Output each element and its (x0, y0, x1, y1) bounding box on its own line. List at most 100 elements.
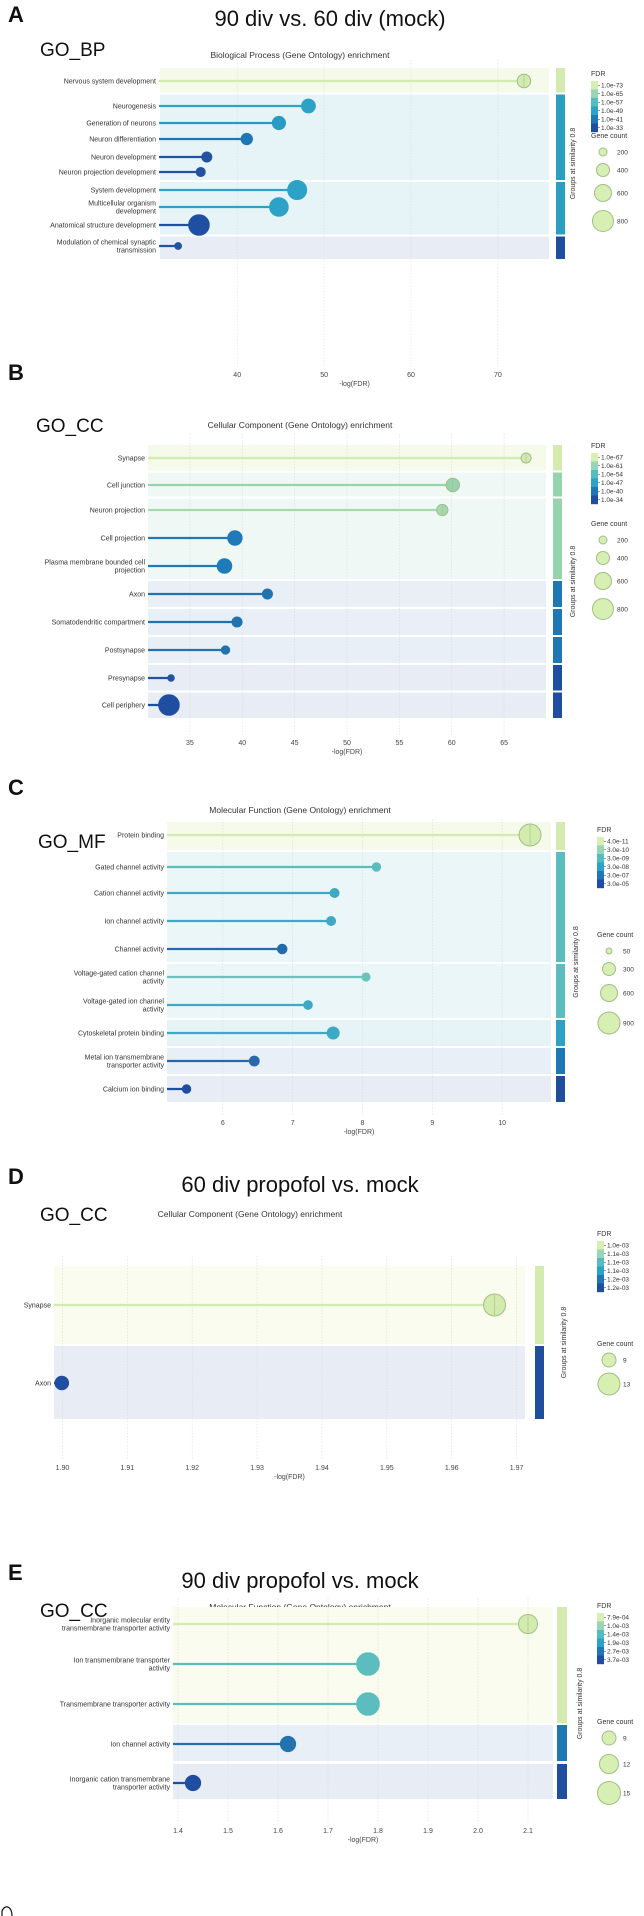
panel-letter: E (8, 1560, 23, 1585)
ontology-label: GO_CC (40, 1601, 108, 1622)
fdr-legend-swatch (597, 871, 604, 880)
group-bar (557, 1725, 567, 1761)
category-label: Channel activity (115, 947, 165, 954)
category-label: Gated channel activity (95, 865, 164, 872)
size-legend-label: 200 (617, 537, 628, 544)
size-legend-circle (594, 184, 612, 202)
panel-letter: C (8, 775, 24, 800)
category-label: projection (115, 568, 145, 575)
group-bar (556, 1048, 565, 1074)
x-tick-label: 1.94 (315, 1465, 329, 1472)
fdr-legend-swatch (597, 1655, 604, 1665)
fdr-legend-label: 1.0e-34 (601, 497, 623, 504)
fdr-legend-swatch (591, 98, 598, 107)
group-axis-title: Groups at similarity 0.8 (573, 926, 580, 998)
fdr-legend-label: 7.9e-04 (607, 1615, 629, 1622)
size-legend-label: 800 (617, 218, 628, 225)
lollipop-dot (174, 242, 182, 250)
lollipop-dot (201, 151, 213, 163)
fdr-legend-label: 2.7e-03 (607, 1649, 629, 1656)
group-axis-title: Groups at similarity 0.8 (570, 546, 577, 618)
fdr-legend-title: FDR (591, 71, 605, 78)
group-bar (553, 581, 562, 607)
group-bar (556, 1076, 565, 1102)
size-legend-title: Gene count (597, 1719, 633, 1726)
category-label: transmembrane transporter activity (62, 1626, 171, 1633)
fdr-legend-swatch (597, 1249, 604, 1259)
x-axis-title: -log(FDR) (348, 1837, 379, 1844)
fdr-legend-label: 1.0e-49 (601, 108, 623, 115)
category-label: Cell projection (101, 536, 145, 543)
category-label: Cation channel activity (94, 891, 165, 898)
lollipop-dot (231, 616, 243, 628)
fdr-legend-label: 1.2e-03 (607, 1285, 629, 1292)
lollipop-dot (271, 115, 287, 131)
fdr-legend-label: 1.0e-03 (607, 1623, 629, 1630)
fdr-legend-swatch (597, 1241, 604, 1250)
category-label: development (116, 209, 156, 216)
lollipop-dot (54, 1375, 70, 1391)
group-axis-title: Groups at similarity 0.8 (561, 1307, 568, 1379)
x-tick-label: 40 (233, 372, 241, 379)
panel-e: E90 div propofol vs. mockGO_CCMolecular … (8, 1560, 633, 1844)
x-tick-label: 40 (238, 740, 246, 747)
size-legend-label: 800 (617, 606, 628, 613)
x-tick-label: 1.96 (445, 1465, 459, 1472)
fdr-legend-label: 1.0e-57 (601, 100, 623, 107)
lollipop-dot (326, 1026, 340, 1040)
group-axis-title: Groups at similarity 0.8 (570, 128, 577, 200)
group-bar (557, 1764, 567, 1799)
fdr-legend-label: 3.0e-07 (607, 873, 629, 880)
size-legend-title: Gene count (591, 133, 627, 140)
lollipop-dot (188, 214, 210, 236)
fdr-legend-swatch (591, 89, 598, 99)
fdr-legend-swatch (597, 837, 604, 846)
fdr-legend-swatch (597, 1630, 604, 1639)
fdr-legend-swatch (597, 1638, 604, 1648)
fdr-legend-swatch (597, 879, 604, 889)
group-bar (553, 692, 562, 718)
category-label: Neurogenesis (113, 104, 157, 111)
fdr-legend-title: FDR (597, 1231, 611, 1238)
group-bar (556, 964, 565, 1018)
x-tick-label: 50 (320, 372, 328, 379)
fdr-legend-swatch (591, 470, 598, 479)
size-legend-circle (597, 1011, 621, 1035)
group-bar (556, 822, 565, 850)
group-bar (553, 445, 562, 471)
fdr-legend-swatch (597, 862, 604, 872)
group-bar (556, 236, 565, 259)
category-label: Metal ion transmembrane (85, 1055, 164, 1062)
category-label: System development (91, 188, 156, 195)
category-label: Inorganic molecular entity (90, 1618, 170, 1625)
size-legend-label: 9 (623, 1735, 627, 1742)
ontology-label: GO_BP (40, 40, 105, 61)
fdr-legend-label: 1.0e-03 (607, 1243, 629, 1250)
x-tick-label: 1.9 (423, 1828, 433, 1835)
chart-title: Cellular Component (Gene Ontology) enric… (158, 1209, 343, 1219)
category-label: Cell junction (107, 483, 145, 490)
fdr-legend-label: 1.1e-03 (607, 1251, 629, 1258)
category-label: Ion channel activity (110, 1742, 170, 1749)
category-label: Generation of neurons (86, 121, 156, 128)
size-legend-label: 9 (623, 1357, 627, 1364)
x-tick-label: 1.97 (510, 1465, 524, 1472)
category-label: Protein binding (117, 833, 164, 840)
fdr-legend-label: 1.1e-03 (607, 1260, 629, 1267)
x-tick-label: 35 (186, 740, 194, 747)
category-label: Cell periphery (102, 703, 146, 710)
fdr-legend-swatch (597, 854, 604, 863)
fdr-legend-swatch (591, 106, 598, 116)
cursor-hand-glyph (1, 1906, 13, 1916)
fdr-legend-swatch (591, 115, 598, 124)
x-tick-label: 1.7 (323, 1828, 333, 1835)
group-bar (553, 609, 562, 635)
fdr-legend-label: 1.0e-47 (601, 480, 623, 487)
lollipop-dot (269, 197, 289, 217)
group-bar (553, 498, 562, 579)
size-legend-circle (597, 1781, 621, 1805)
size-legend-title: Gene count (597, 1341, 633, 1348)
x-tick-label: 1.90 (56, 1465, 70, 1472)
panel-letter: D (8, 1164, 24, 1189)
